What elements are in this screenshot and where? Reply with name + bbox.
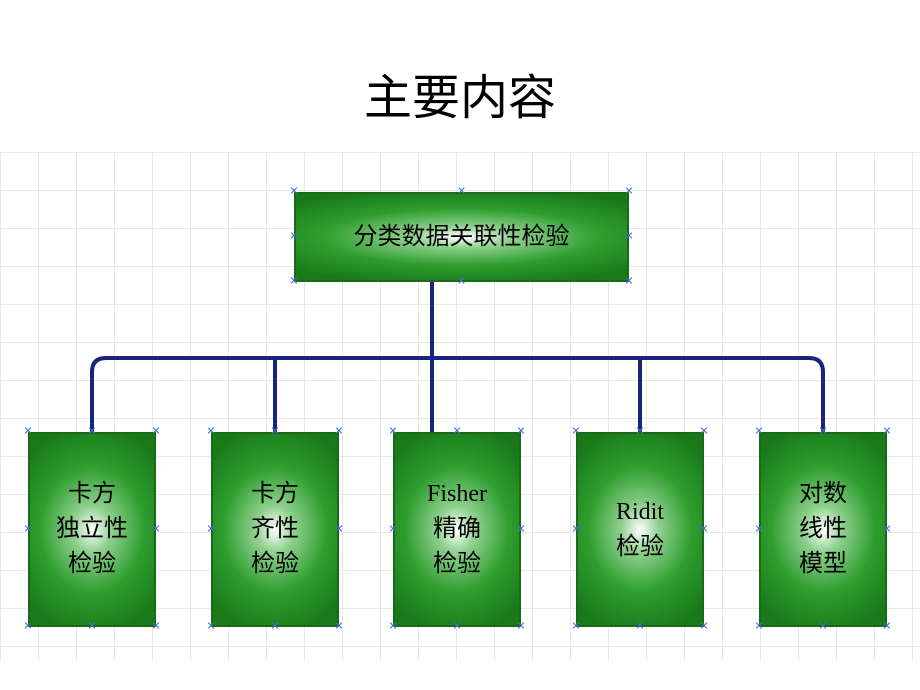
node-child1[interactable]: 卡方 独立性 检验 bbox=[28, 432, 156, 627]
node-child2[interactable]: 卡方 齐性 检验 bbox=[211, 432, 339, 627]
node-root[interactable]: 分类数据关联性检验 bbox=[294, 192, 629, 282]
node-child4[interactable]: Ridit 检验 bbox=[576, 432, 704, 627]
node-child3[interactable]: Fisher 精确 检验 bbox=[393, 432, 521, 627]
node-child5[interactable]: 对数 线性 模型 bbox=[759, 432, 887, 627]
